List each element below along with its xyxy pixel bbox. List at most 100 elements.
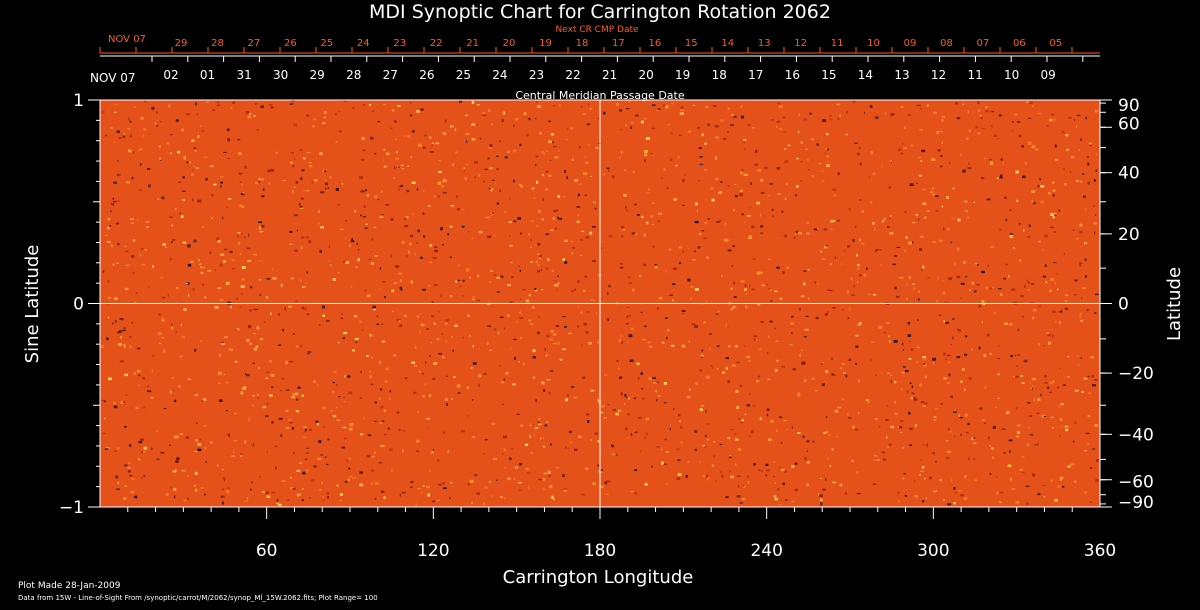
bright-speck: [779, 128, 783, 130]
bright-speck: [661, 461, 664, 465]
bright-speck: [295, 345, 299, 348]
dark-speck: [1037, 184, 1040, 188]
bright-speck: [411, 181, 416, 184]
bright-speck: [193, 450, 198, 453]
bright-speck: [630, 327, 634, 330]
bright-speck: [513, 477, 516, 480]
bright-speck: [862, 210, 864, 213]
dark-speck: [694, 220, 699, 224]
bright-speck: [535, 225, 540, 227]
dark-speck: [628, 282, 632, 284]
dark-speck: [829, 289, 833, 292]
dark-speck: [913, 398, 918, 401]
dark-speck: [1030, 302, 1034, 304]
bright-speck: [305, 471, 308, 473]
dark-speck: [916, 182, 918, 184]
bright-speck: [505, 372, 509, 375]
bright-speck: [195, 150, 197, 152]
bright-speck: [686, 396, 690, 398]
bright-speck: [992, 287, 994, 289]
bright-speck: [997, 373, 1000, 376]
dark-speck: [819, 494, 823, 497]
bright-speck: [322, 406, 326, 410]
dark-speck: [1042, 275, 1046, 278]
bright-speck: [1075, 238, 1079, 240]
bright-speck: [1015, 435, 1020, 438]
bright-speck: [426, 417, 431, 420]
dark-speck: [703, 237, 707, 239]
bright-speck: [701, 303, 703, 305]
bright-speck: [471, 123, 476, 126]
dark-speck: [217, 101, 219, 104]
bright-speck: [414, 346, 417, 349]
dark-speck: [652, 377, 656, 379]
bright-speck: [1085, 208, 1087, 211]
dark-speck: [112, 197, 115, 200]
dark-speck: [735, 361, 740, 364]
dark-speck: [501, 403, 504, 406]
dark-speck: [147, 390, 151, 393]
bright-speck: [507, 284, 511, 286]
dark-speck: [567, 447, 570, 450]
bright-speck: [438, 170, 442, 173]
bright-speck: [203, 398, 207, 401]
bright-speck: [951, 478, 953, 482]
bright-speck: [483, 502, 485, 506]
bright-speck: [123, 497, 127, 500]
bright-speck: [386, 152, 390, 155]
bright-speck: [532, 349, 536, 352]
bright-speck: [285, 361, 288, 365]
bright-speck: [925, 497, 927, 499]
bright-speck: [697, 210, 698, 212]
bright-speck: [821, 258, 826, 261]
bright-speck: [218, 371, 222, 375]
bright-speck: [138, 458, 141, 461]
bright-speck: [1045, 281, 1048, 284]
dark-speck: [733, 115, 737, 118]
dark-speck: [626, 209, 628, 212]
bright-speck: [565, 398, 568, 402]
bright-speck: [1034, 398, 1036, 402]
bright-speck: [768, 194, 771, 197]
dark-speck: [1048, 391, 1052, 393]
dark-speck: [812, 440, 815, 443]
bright-speck: [427, 493, 430, 497]
bright-speck: [840, 263, 842, 265]
dark-speck: [852, 239, 855, 242]
dark-speck: [148, 286, 150, 288]
dark-speck: [1062, 485, 1065, 488]
dark-speck: [921, 149, 926, 153]
dark-speck: [537, 270, 540, 273]
dark-speck: [343, 396, 345, 399]
bright-speck: [379, 288, 382, 291]
x-axis-label: Carrington Longitude: [503, 567, 694, 588]
bright-speck: [1032, 316, 1034, 319]
bright-speck: [187, 293, 190, 297]
dark-speck: [457, 392, 461, 394]
dark-speck: [220, 495, 225, 498]
bright-speck: [542, 488, 546, 490]
dark-speck: [276, 499, 279, 502]
bright-speck: [200, 266, 203, 269]
dark-speck: [116, 173, 121, 177]
bright-speck: [305, 282, 307, 284]
bright-speck: [628, 100, 631, 102]
bright-speck: [786, 429, 789, 431]
dark-speck: [519, 143, 522, 146]
dark-speck: [907, 114, 912, 116]
dark-speck: [749, 435, 751, 437]
bright-speck: [227, 198, 232, 200]
bright-speck: [687, 247, 690, 249]
y-right-tick-label: −60: [1118, 473, 1154, 493]
dark-speck: [588, 103, 590, 106]
dark-speck: [719, 220, 722, 222]
dark-speck: [483, 372, 487, 376]
bright-speck: [636, 362, 640, 365]
bright-speck: [917, 156, 922, 158]
bright-speck: [285, 427, 290, 429]
dark-speck: [299, 345, 303, 348]
x-tick-label: 240: [750, 541, 782, 561]
dark-speck: [417, 229, 420, 233]
dark-speck: [999, 228, 1002, 231]
dark-speck: [296, 230, 298, 232]
